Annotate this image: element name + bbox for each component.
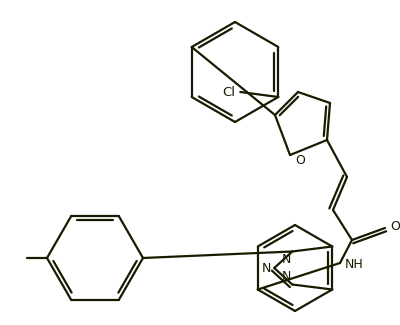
Text: N: N — [282, 270, 291, 283]
Text: O: O — [390, 219, 400, 232]
Text: N: N — [262, 262, 271, 275]
Text: Cl: Cl — [222, 85, 235, 98]
Text: NH: NH — [345, 258, 363, 271]
Text: O: O — [295, 153, 305, 166]
Text: N: N — [282, 253, 291, 266]
